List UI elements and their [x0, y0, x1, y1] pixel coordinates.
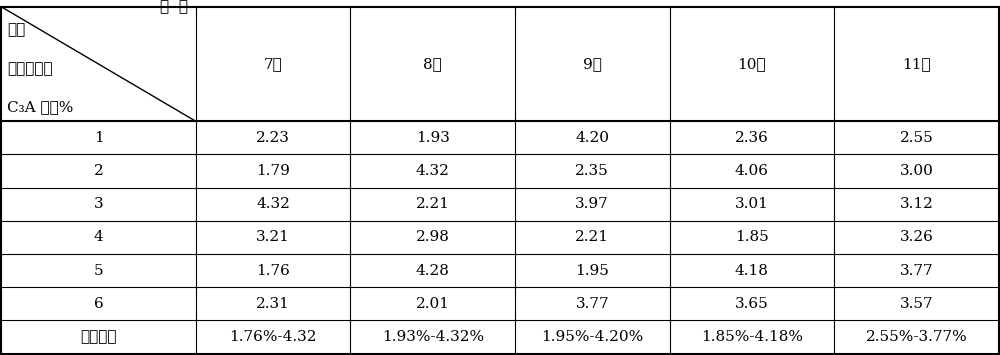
- Text: 3: 3: [94, 197, 103, 211]
- Text: 1.76%-4.32: 1.76%-4.32: [229, 330, 317, 344]
- Text: 4.06: 4.06: [735, 164, 769, 178]
- Text: 9月: 9月: [583, 57, 602, 71]
- Text: 4.18: 4.18: [735, 264, 769, 278]
- Text: 2.23: 2.23: [256, 131, 290, 145]
- Text: 2.21: 2.21: [416, 197, 450, 211]
- Text: 2.31: 2.31: [256, 297, 290, 311]
- Text: 7月: 7月: [264, 57, 283, 71]
- Text: 1.76: 1.76: [256, 264, 290, 278]
- Text: 1.93: 1.93: [416, 131, 450, 145]
- Text: 3.12: 3.12: [899, 197, 933, 211]
- Text: 3.01: 3.01: [735, 197, 769, 211]
- Text: 1.93%-4.32%: 1.93%-4.32%: [382, 330, 484, 344]
- Text: 8月: 8月: [423, 57, 442, 71]
- Text: 1.95: 1.95: [575, 264, 609, 278]
- Text: 3.77: 3.77: [900, 264, 933, 278]
- Text: 3.26: 3.26: [899, 230, 933, 245]
- Text: 2.01: 2.01: [416, 297, 450, 311]
- Text: 3.57: 3.57: [900, 297, 933, 311]
- Text: 2.21: 2.21: [575, 230, 609, 245]
- Text: C₃A 含量%: C₃A 含量%: [7, 100, 74, 114]
- Text: 2: 2: [94, 164, 103, 178]
- Text: 波动范围: 波动范围: [80, 330, 117, 344]
- Text: 4.32: 4.32: [256, 197, 290, 211]
- Text: 1: 1: [94, 131, 103, 145]
- Text: 2.35: 2.35: [575, 164, 609, 178]
- Text: 结果: 结果: [7, 23, 26, 37]
- Text: 4.20: 4.20: [575, 131, 609, 145]
- Text: 2.55: 2.55: [899, 131, 933, 145]
- Text: 4.32: 4.32: [416, 164, 450, 178]
- Text: 1.95%-4.20%: 1.95%-4.20%: [541, 330, 643, 344]
- Text: 5: 5: [94, 264, 103, 278]
- Text: 3.00: 3.00: [899, 164, 933, 178]
- Text: 样品编号及: 样品编号及: [7, 62, 53, 76]
- Text: 1.85: 1.85: [735, 230, 769, 245]
- Text: 10月: 10月: [737, 57, 766, 71]
- Text: 4.28: 4.28: [416, 264, 450, 278]
- Text: 6: 6: [94, 297, 103, 311]
- Text: 月  份: 月 份: [160, 0, 188, 14]
- Text: 3.77: 3.77: [575, 297, 609, 311]
- Text: 3.21: 3.21: [256, 230, 290, 245]
- Text: 1.85%-4.18%: 1.85%-4.18%: [701, 330, 803, 344]
- Text: 2.55%-3.77%: 2.55%-3.77%: [865, 330, 967, 344]
- Text: 2.36: 2.36: [735, 131, 769, 145]
- Text: 3.65: 3.65: [735, 297, 769, 311]
- Text: 4: 4: [94, 230, 103, 245]
- Text: 3.97: 3.97: [575, 197, 609, 211]
- Text: 11月: 11月: [902, 57, 931, 71]
- Text: 2.98: 2.98: [416, 230, 450, 245]
- Text: 1.79: 1.79: [256, 164, 290, 178]
